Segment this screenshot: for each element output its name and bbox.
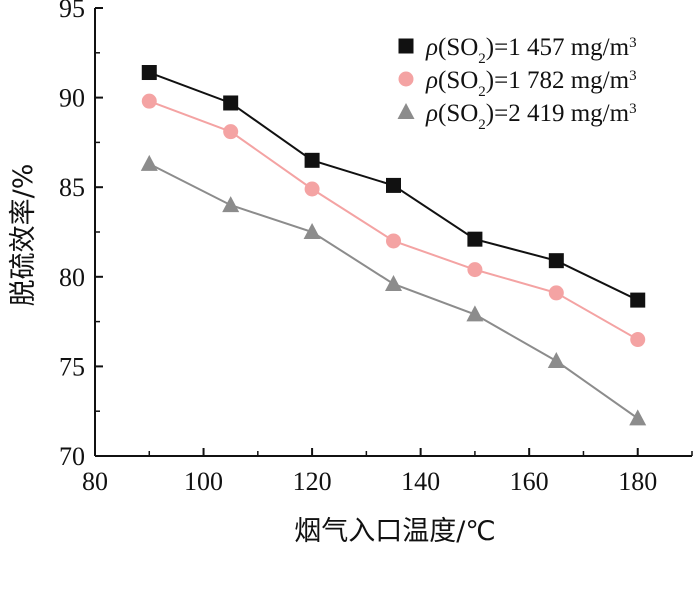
data-point xyxy=(140,154,158,171)
data-point xyxy=(385,274,402,291)
data-point xyxy=(630,332,646,348)
data-point xyxy=(467,262,483,278)
series-layer xyxy=(140,65,647,426)
data-point xyxy=(548,253,564,269)
data-point xyxy=(630,292,646,308)
data-point xyxy=(223,95,239,111)
data-point xyxy=(304,152,320,168)
series-3 xyxy=(140,154,647,426)
y-tick-label: 80 xyxy=(59,263,85,292)
axes: 70 75 80 85 90 95 80 100 120 140 160 180 xyxy=(59,0,693,496)
data-point xyxy=(467,231,483,247)
legend-label: ρ(SO2)=1 782 mg/m3 xyxy=(425,67,637,100)
data-point xyxy=(629,409,647,426)
x-tick-label: 140 xyxy=(401,467,440,496)
data-point xyxy=(547,352,565,369)
legend-item-1: ρ(SO2)=1 457 mg/m3 xyxy=(398,34,637,67)
y-tick-label: 95 xyxy=(59,0,85,23)
data-point xyxy=(141,93,157,109)
legend-marker xyxy=(397,103,415,119)
y-axis-title: 脱硫效率/% xyxy=(8,164,39,307)
x-tick-label: 120 xyxy=(293,467,332,496)
series-line xyxy=(148,100,639,341)
series-line xyxy=(148,163,639,420)
data-point xyxy=(223,124,239,140)
x-tick-label: 100 xyxy=(184,467,223,496)
data-point xyxy=(222,196,240,213)
data-point xyxy=(386,177,401,193)
legend: ρ(SO2)=1 457 mg/m3ρ(SO2)=1 782 mg/m3ρ(SO… xyxy=(397,34,637,133)
data-point xyxy=(466,305,484,322)
legend-item-2: ρ(SO2)=1 782 mg/m3 xyxy=(398,67,637,100)
series-1 xyxy=(141,65,646,308)
x-tick-label: 160 xyxy=(510,467,549,496)
y-tick-label: 85 xyxy=(59,173,85,202)
y-tick-label: 70 xyxy=(59,442,85,471)
x-tick-label: 80 xyxy=(82,467,108,496)
legend-label: ρ(SO2)=2 419 mg/m3 xyxy=(425,100,637,133)
y-tick-label: 90 xyxy=(59,84,85,113)
series-2 xyxy=(141,93,646,348)
data-point xyxy=(304,181,320,197)
x-axis-title: 烟气入口温度/℃ xyxy=(294,516,495,547)
legend-label: ρ(SO2)=1 457 mg/m3 xyxy=(425,34,637,67)
legend-item-3: ρ(SO2)=2 419 mg/m3 xyxy=(397,100,637,133)
data-point xyxy=(386,233,401,249)
data-point xyxy=(548,285,564,301)
data-point xyxy=(141,65,157,81)
y-tick-label: 75 xyxy=(59,352,85,381)
data-point xyxy=(303,223,321,239)
legend-marker xyxy=(398,38,414,54)
legend-marker xyxy=(398,71,414,87)
x-tick-label: 180 xyxy=(618,467,657,496)
